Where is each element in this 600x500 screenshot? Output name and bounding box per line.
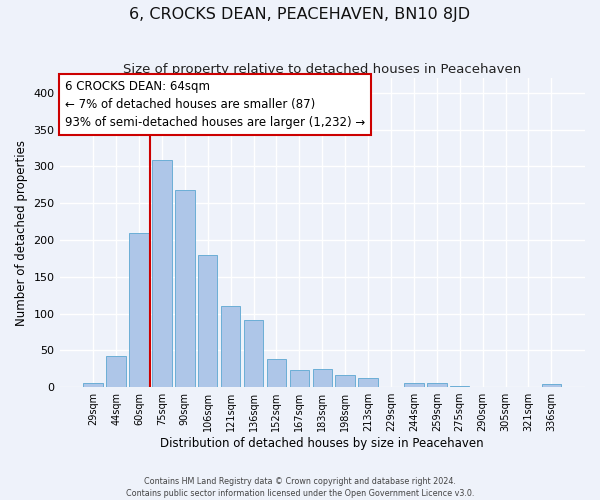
Bar	[221, 306, 241, 387]
Bar	[290, 370, 309, 387]
Text: 6 CROCKS DEAN: 64sqm
← 7% of detached houses are smaller (87)
93% of semi-detach: 6 CROCKS DEAN: 64sqm ← 7% of detached ho…	[65, 80, 365, 128]
Bar	[198, 254, 217, 387]
Bar	[358, 378, 378, 387]
Text: 6, CROCKS DEAN, PEACEHAVEN, BN10 8JD: 6, CROCKS DEAN, PEACEHAVEN, BN10 8JD	[130, 8, 470, 22]
Bar	[404, 384, 424, 387]
Bar	[175, 190, 194, 387]
Title: Size of property relative to detached houses in Peacehaven: Size of property relative to detached ho…	[123, 62, 521, 76]
Bar	[129, 232, 149, 387]
Bar	[427, 384, 446, 387]
Bar	[267, 359, 286, 387]
Bar	[83, 384, 103, 387]
Text: Contains HM Land Registry data © Crown copyright and database right 2024.
Contai: Contains HM Land Registry data © Crown c…	[126, 476, 474, 498]
X-axis label: Distribution of detached houses by size in Peacehaven: Distribution of detached houses by size …	[160, 437, 484, 450]
Bar	[152, 160, 172, 387]
Bar	[450, 386, 469, 387]
Y-axis label: Number of detached properties: Number of detached properties	[15, 140, 28, 326]
Bar	[106, 356, 126, 387]
Bar	[313, 368, 332, 387]
Bar	[244, 320, 263, 387]
Bar	[542, 384, 561, 387]
Bar	[335, 376, 355, 387]
